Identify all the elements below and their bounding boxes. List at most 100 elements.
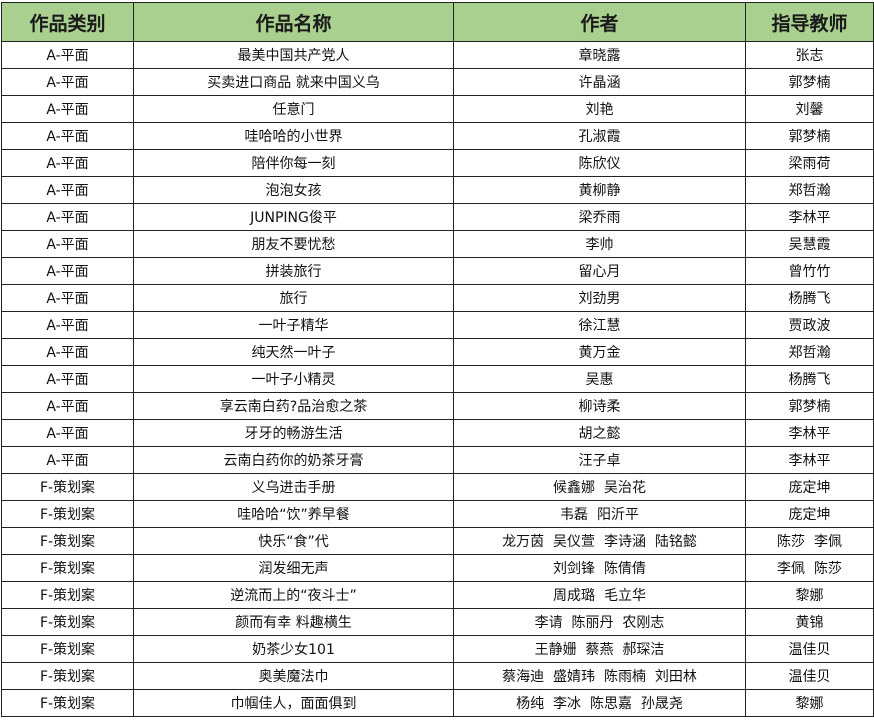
table-row: F-策划案 奶茶少女101 王静姗 蔡燕 郝琛洁 温佳贝 (1, 635, 874, 663)
table-row: A-平面 拼装旅行 留心月 曾竹竹 (1, 257, 874, 285)
cell-advisor: 贾政波 (745, 311, 874, 339)
cell-author: 韦磊 阳沂平 (453, 500, 746, 528)
cell-title: 纯天然一叶子 (133, 338, 454, 366)
cell-advisor: 陈莎 李佩 (745, 527, 874, 555)
cell-title: 逆流而上的“夜斗士” (133, 581, 454, 609)
cell-advisor: 刘馨 (745, 95, 874, 123)
cell-category: F-策划案 (1, 689, 134, 717)
cell-title: 陪伴你每一刻 (133, 149, 454, 177)
cell-title: 哇哈哈“饮”养早餐 (133, 500, 454, 528)
table-row: F-策划案 颜而有幸 料趣横生 李请 陈丽丹 农刚志 黄锦 (1, 608, 874, 636)
cell-title: 任意门 (133, 95, 454, 123)
cell-advisor: 郑哲瀚 (745, 338, 874, 366)
table-row: F-策划案 润发细无声 刘剑锋 陈倩倩 李佩 陈莎 (1, 554, 874, 582)
cell-advisor: 李林平 (745, 419, 874, 447)
cell-author: 徐江慧 (453, 311, 746, 339)
cell-category: F-策划案 (1, 635, 134, 663)
cell-advisor: 李林平 (745, 446, 874, 474)
table-row: F-策划案 哇哈哈“饮”养早餐 韦磊 阳沂平 庞定坤 (1, 500, 874, 528)
cell-advisor: 温佳贝 (745, 635, 874, 663)
cell-title: 拼装旅行 (133, 257, 454, 285)
cell-category: A-平面 (1, 311, 134, 339)
cell-category: A-平面 (1, 446, 134, 474)
cell-title: 买卖进口商品 就来中国义乌 (133, 68, 454, 96)
cell-category: A-平面 (1, 257, 134, 285)
cell-title: 享云南白药?品治愈之茶 (133, 392, 454, 420)
cell-advisor: 庞定坤 (745, 473, 874, 501)
cell-author: 龙万茵 吴仪萱 李诗涵 陆铭懿 (453, 527, 746, 555)
cell-author: 蔡海迪 盛婧玮 陈雨楠 刘田林 (453, 662, 746, 690)
cell-category: F-策划案 (1, 608, 134, 636)
cell-title: 一叶子精华 (133, 311, 454, 339)
cell-advisor: 张志 (745, 41, 874, 69)
table-row: A-平面 陪伴你每一刻 陈欣仪 梁雨荷 (1, 149, 874, 177)
header-title: 作品名称 (133, 2, 454, 42)
cell-title: 巾帼佳人，面面俱到 (133, 689, 454, 717)
table-row: A-平面 哇哈哈的小世界 孔淑霞 郭梦楠 (1, 122, 874, 150)
cell-author: 李帅 (453, 230, 746, 258)
cell-advisor: 黎娜 (745, 581, 874, 609)
cell-category: A-平面 (1, 122, 134, 150)
cell-author: 杨纯 李冰 陈思嘉 孙晟尧 (453, 689, 746, 717)
cell-advisor: 郭梦楠 (745, 68, 874, 96)
cell-advisor: 黎娜 (745, 689, 874, 717)
cell-author: 王静姗 蔡燕 郝琛洁 (453, 635, 746, 663)
cell-author: 刘艳 (453, 95, 746, 123)
cell-author: 刘劲男 (453, 284, 746, 312)
cell-advisor: 黄锦 (745, 608, 874, 636)
cell-advisor: 郑哲瀚 (745, 176, 874, 204)
table-row: A-平面 旅行 刘劲男 杨腾飞 (1, 284, 874, 312)
cell-title: 快乐“食”代 (133, 527, 454, 555)
cell-advisor: 庞定坤 (745, 500, 874, 528)
cell-category: A-平面 (1, 68, 134, 96)
table-row: F-策划案 义乌进击手册 候鑫娜 吴治花 庞定坤 (1, 473, 874, 501)
cell-advisor: 李林平 (745, 203, 874, 231)
table-row: F-策划案 巾帼佳人，面面俱到 杨纯 李冰 陈思嘉 孙晟尧 黎娜 (1, 689, 874, 717)
table-row: F-策划案 奥美魔法巾 蔡海迪 盛婧玮 陈雨楠 刘田林 温佳贝 (1, 662, 874, 690)
header-author: 作者 (453, 2, 746, 42)
cell-advisor: 曾竹竹 (745, 257, 874, 285)
cell-advisor: 温佳贝 (745, 662, 874, 690)
cell-author: 柳诗柔 (453, 392, 746, 420)
table-row: F-策划案 逆流而上的“夜斗士” 周成璐 毛立华 黎娜 (1, 581, 874, 609)
table-row: A-平面 JUNPING俊平 梁乔雨 李林平 (1, 203, 874, 231)
cell-category: F-策划案 (1, 527, 134, 555)
cell-advisor: 李佩 陈莎 (745, 554, 874, 582)
cell-title: 颜而有幸 料趣横生 (133, 608, 454, 636)
table-row: A-平面 朋友不要忧愁 李帅 吴慧霞 (1, 230, 874, 258)
table-row: A-平面 买卖进口商品 就来中国义乌 许晶涵 郭梦楠 (1, 68, 874, 96)
cell-category: A-平面 (1, 95, 134, 123)
cell-author: 梁乔雨 (453, 203, 746, 231)
cell-category: F-策划案 (1, 473, 134, 501)
cell-advisor: 郭梦楠 (745, 392, 874, 420)
table-row: A-平面 任意门 刘艳 刘馨 (1, 95, 874, 123)
cell-author: 刘剑锋 陈倩倩 (453, 554, 746, 582)
cell-title: 牙牙的畅游生活 (133, 419, 454, 447)
cell-author: 汪子卓 (453, 446, 746, 474)
cell-title: 旅行 (133, 284, 454, 312)
table-body: A-平面 最美中国共产党人 章晓露 张志 A-平面 买卖进口商品 就来中国义乌 许晶涵 郭梦楠… (1, 41, 874, 717)
cell-author: 吴惠 (453, 365, 746, 393)
table-row: A-平面 一叶子小精灵 吴惠 杨腾飞 (1, 365, 874, 393)
cell-title: 泡泡女孩 (133, 176, 454, 204)
cell-category: A-平面 (1, 365, 134, 393)
table-row: F-策划案 快乐“食”代 龙万茵 吴仪萱 李诗涵 陆铭懿 陈莎 李佩 (1, 527, 874, 555)
cell-title: 义乌进击手册 (133, 473, 454, 501)
table-row: A-平面 云南白药你的奶茶牙膏 汪子卓 李林平 (1, 446, 874, 474)
cell-title: 最美中国共产党人 (133, 41, 454, 69)
header-category: 作品类别 (1, 2, 134, 42)
cell-title: 云南白药你的奶茶牙膏 (133, 446, 454, 474)
table-row: A-平面 一叶子精华 徐江慧 贾政波 (1, 311, 874, 339)
cell-author: 胡之懿 (453, 419, 746, 447)
cell-category: F-策划案 (1, 581, 134, 609)
cell-title: 奶茶少女101 (133, 635, 454, 663)
cell-advisor: 杨腾飞 (745, 284, 874, 312)
cell-title: 润发细无声 (133, 554, 454, 582)
cell-author: 候鑫娜 吴治花 (453, 473, 746, 501)
table-row: A-平面 最美中国共产党人 章晓露 张志 (1, 41, 874, 69)
cell-author: 许晶涵 (453, 68, 746, 96)
cell-advisor: 郭梦楠 (745, 122, 874, 150)
cell-author: 孔淑霞 (453, 122, 746, 150)
cell-title: 哇哈哈的小世界 (133, 122, 454, 150)
